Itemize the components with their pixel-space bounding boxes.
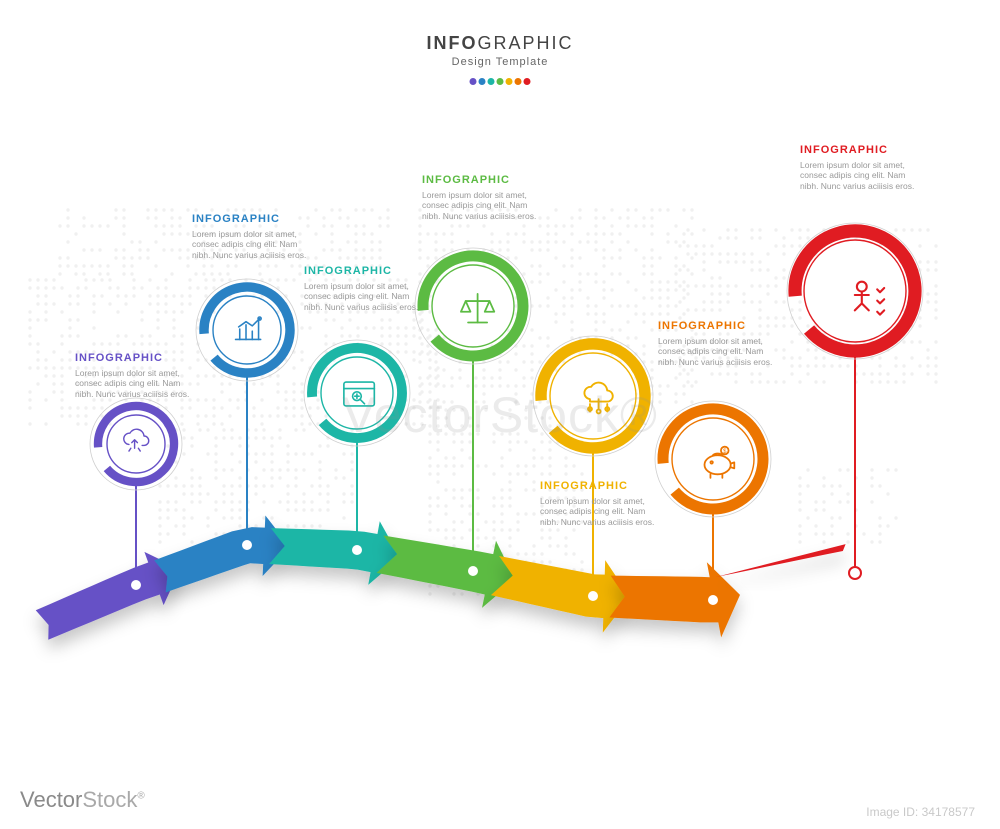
step-title-1: INFOGRAPHIC xyxy=(192,213,307,227)
ring-inner-2 xyxy=(321,357,393,429)
infographic-stage: INFOGRAPHIC Design Template $ INFOGRAPHI… xyxy=(0,0,1000,829)
step-body-4: Lorem ipsum dolor sit amet, consec adipi… xyxy=(540,496,655,528)
arrow-segment-2 xyxy=(269,521,400,585)
step-title-2: INFOGRAPHIC xyxy=(304,265,419,279)
step-text-4: INFOGRAPHIC Lorem ipsum dolor sit amet, c… xyxy=(540,480,655,528)
step-text-5: INFOGRAPHIC Lorem ipsum dolor sit amet, c… xyxy=(658,320,773,368)
arrow-segment-3 xyxy=(377,535,515,607)
arrow-segment-5 xyxy=(609,562,740,637)
pin-base-3 xyxy=(467,565,479,577)
arrow-segment-6 xyxy=(716,544,846,577)
arrow-segment-1 xyxy=(154,516,290,593)
pin-base-2 xyxy=(351,544,363,556)
step-body-6: Lorem ipsum dolor sit amet, consec adipi… xyxy=(800,160,915,192)
step-text-2: INFOGRAPHIC Lorem ipsum dolor sit amet, c… xyxy=(304,265,419,313)
step-body-2: Lorem ipsum dolor sit amet, consec adipi… xyxy=(304,281,419,313)
step-text-3: INFOGRAPHIC Lorem ipsum dolor sit amet, c… xyxy=(422,174,537,222)
step-title-0: INFOGRAPHIC xyxy=(75,352,190,366)
step-title-3: INFOGRAPHIC xyxy=(422,174,537,188)
step-title-4: INFOGRAPHIC xyxy=(540,480,655,494)
step-body-5: Lorem ipsum dolor sit amet, consec adipi… xyxy=(658,336,773,368)
step-text-1: INFOGRAPHIC Lorem ipsum dolor sit amet, c… xyxy=(192,213,307,261)
ring-inner-1 xyxy=(213,296,281,364)
ring-inner-5 xyxy=(672,418,754,500)
step-title-6: INFOGRAPHIC xyxy=(800,144,915,158)
step-body-0: Lorem ipsum dolor sit amet, consec adipi… xyxy=(75,368,190,400)
step-text-0: INFOGRAPHIC Lorem ipsum dolor sit amet, c… xyxy=(75,352,190,400)
arrow-segment-4 xyxy=(491,556,630,633)
ring-inner-6 xyxy=(804,240,906,342)
step-text-6: INFOGRAPHIC Lorem ipsum dolor sit amet, c… xyxy=(800,144,915,192)
step-body-1: Lorem ipsum dolor sit amet, consec adipi… xyxy=(192,229,307,261)
pin-base-6 xyxy=(849,567,861,579)
ring-inner-4 xyxy=(550,353,636,439)
step-body-3: Lorem ipsum dolor sit amet, consec adipi… xyxy=(422,190,537,222)
pin-base-4 xyxy=(587,590,599,602)
arrow-wave: $ xyxy=(0,0,1000,829)
pin-base-0 xyxy=(130,579,142,591)
pin-base-1 xyxy=(241,539,253,551)
step-title-5: INFOGRAPHIC xyxy=(658,320,773,334)
pin-base-5 xyxy=(707,594,719,606)
ring-inner-3 xyxy=(432,265,514,347)
ring-inner-0 xyxy=(107,415,165,473)
